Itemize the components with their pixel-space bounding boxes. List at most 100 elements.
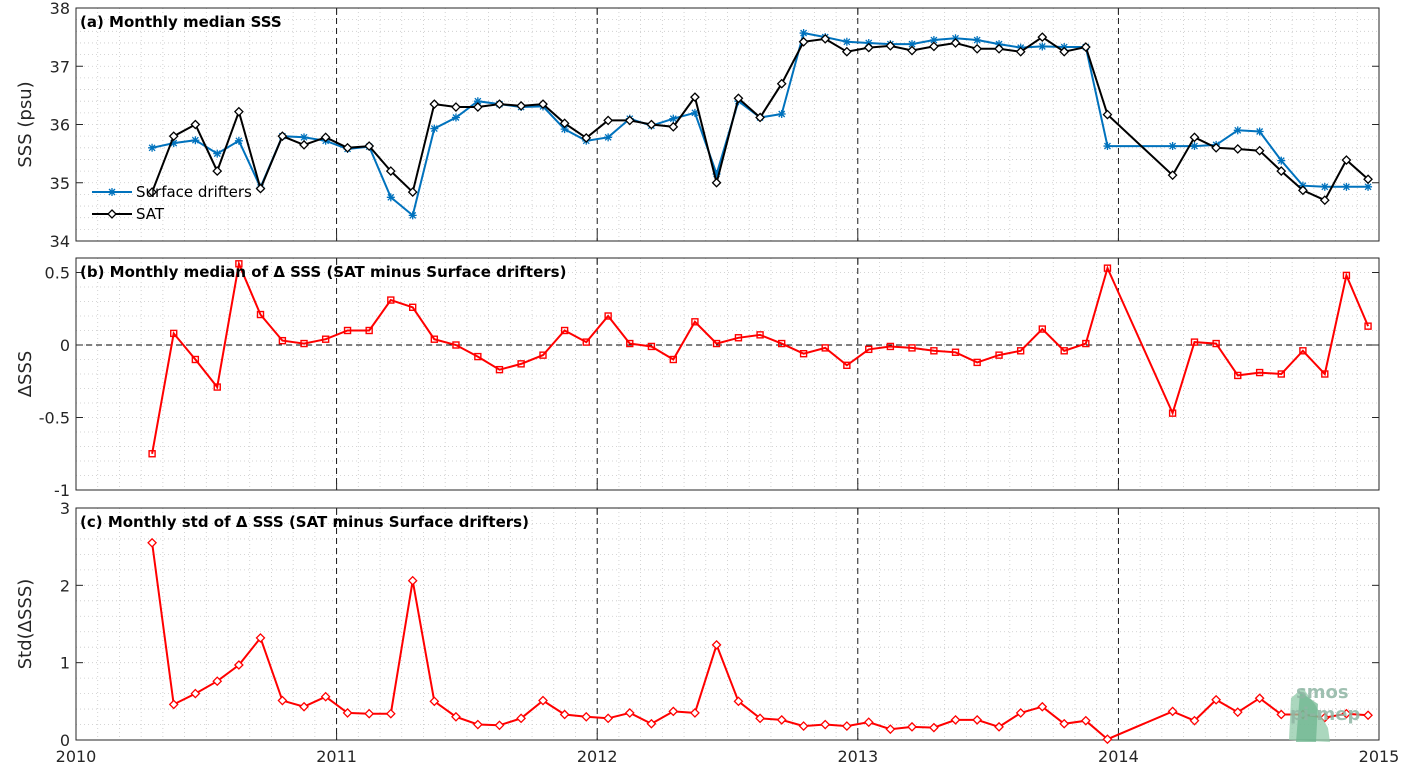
data-point: [712, 170, 721, 179]
data-point: [385, 708, 396, 719]
data-point: [234, 136, 243, 145]
y-tick-label: 37: [50, 57, 70, 76]
legend-marker: [108, 188, 116, 196]
data-point: [973, 36, 982, 45]
data-point: [646, 119, 657, 130]
data-point: [1059, 718, 1070, 729]
data-point: [277, 131, 288, 142]
data-point: [1080, 715, 1091, 726]
data-point: [885, 40, 896, 51]
series-a-1: [147, 32, 1373, 206]
panel-title: (a) Monthly median SSS: [80, 13, 282, 31]
data-point: [452, 341, 460, 349]
data-point: [1211, 694, 1222, 705]
data-point: [1341, 155, 1352, 165]
y-tick-label: 2: [60, 576, 70, 595]
y-tick-label: -1: [54, 481, 70, 500]
data-point: [604, 312, 612, 320]
data-point: [1276, 709, 1287, 720]
data-point: [473, 97, 482, 106]
data-point: [799, 350, 808, 358]
data-point: [451, 711, 461, 722]
data-point: [1103, 142, 1112, 151]
data-point: [1038, 325, 1047, 333]
data-point: [255, 183, 266, 194]
panel-title: (b) Monthly median of Δ SSS (SAT minus S…: [80, 263, 566, 281]
watermark-line2: pi-mep: [1290, 704, 1360, 725]
data-point: [517, 360, 525, 368]
data-point: [821, 344, 829, 352]
data-point: [1254, 693, 1265, 704]
y-tick-label: 36: [50, 116, 70, 135]
data-point: [1102, 109, 1113, 120]
data-point: [1234, 371, 1242, 380]
data-point: [798, 721, 809, 731]
data-point: [950, 38, 961, 48]
data-point: [1321, 370, 1329, 378]
x-tick-label: 2011: [316, 747, 357, 766]
data-point: [1232, 144, 1243, 154]
data-point: [385, 166, 396, 177]
data-point: [820, 33, 831, 44]
data-point: [387, 296, 395, 304]
axes-box-c: [75, 507, 1380, 741]
data-point: [865, 345, 873, 354]
data-point: [321, 335, 330, 343]
data-point: [213, 149, 222, 158]
data-point: [972, 43, 983, 54]
data-point: [776, 714, 787, 725]
y-tick-label: 34: [50, 232, 70, 251]
data-point: [212, 166, 223, 177]
data-point: [386, 193, 395, 202]
data-point: [669, 355, 677, 364]
data-point: [690, 708, 700, 718]
data-point: [407, 187, 418, 197]
data-point: [581, 132, 592, 143]
data-point: [777, 110, 786, 119]
data-point: [908, 344, 916, 352]
data-point: [170, 329, 178, 338]
data-point: [147, 537, 158, 548]
data-point: [1363, 174, 1373, 185]
y-tick-label: 38: [50, 0, 70, 18]
data-point: [1016, 347, 1025, 355]
data-point: [668, 706, 679, 717]
data-point: [863, 42, 874, 53]
legend-label: SAT: [136, 205, 165, 223]
data-point: [1080, 42, 1091, 52]
data-point: [1037, 32, 1048, 43]
data-point: [1297, 185, 1308, 196]
data-point: [1168, 142, 1177, 151]
data-point: [233, 660, 244, 670]
data-point: [560, 326, 569, 335]
data-point: [255, 633, 266, 643]
data-point: [430, 124, 439, 133]
data-point: [1190, 142, 1199, 151]
data-point: [495, 365, 504, 374]
y-tick-label: 1: [60, 654, 70, 673]
data-point: [539, 351, 547, 359]
series-line: [151, 542, 1369, 741]
data-point: [1038, 42, 1047, 51]
data-point: [1167, 706, 1178, 717]
panel-b-monthly-median-delta-sss: -1 -0.5 0 0.5 ΔSSS (b) Monthly median of Δ SS…: [15, 257, 1380, 500]
data-point: [300, 339, 308, 348]
y-tick-label: 3: [60, 499, 70, 518]
x-tick-label: 2015: [1359, 747, 1400, 766]
data-point: [560, 125, 569, 134]
data-point: [669, 114, 678, 123]
data-point: [191, 136, 200, 145]
data-point: [1015, 708, 1026, 718]
data-point: [776, 78, 787, 89]
data-point: [429, 99, 440, 110]
data-point: [451, 102, 461, 112]
data-point: [299, 139, 309, 150]
data-point: [169, 139, 178, 148]
data-point: [168, 699, 179, 710]
data-point: [538, 99, 548, 110]
data-point: [603, 713, 614, 724]
series-c-0: [147, 537, 1373, 745]
data-point: [1189, 132, 1200, 143]
data-point: [451, 113, 460, 122]
